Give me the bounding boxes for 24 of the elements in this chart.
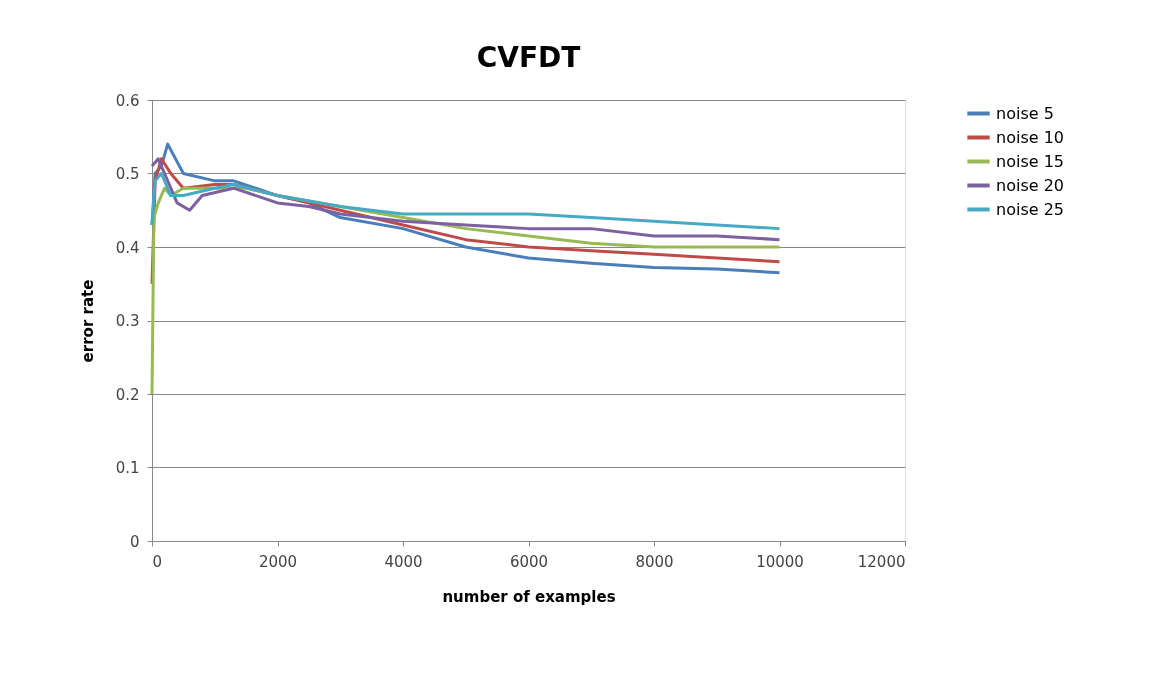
y-axis-title: error rate — [78, 279, 97, 363]
legend-label: noise 20 — [996, 175, 1064, 195]
line-series — [150, 172, 781, 231]
x-tick-label: 0 — [152, 552, 163, 571]
y-tick-label: 0.5 — [115, 165, 140, 183]
legend-label: noise 15 — [996, 151, 1064, 171]
x-tick-label: 4000 — [384, 552, 423, 571]
legend-label: noise 10 — [996, 127, 1064, 147]
chart-title: CVFDT — [476, 41, 581, 74]
y-tick-label: 0.3 — [115, 312, 140, 330]
legend-label: noise 25 — [996, 199, 1064, 219]
y-tick-label: 0.4 — [115, 238, 140, 257]
x-tick-label: 12000 — [857, 552, 906, 571]
legend-label: noise 5 — [996, 103, 1054, 123]
y-tick-label: 0.1 — [115, 459, 140, 477]
y-tick-label: 0.6 — [115, 91, 140, 110]
y-tick-label: 0 — [129, 532, 140, 551]
x-tick-label: 10000 — [756, 552, 804, 571]
x-tick-label: 8000 — [635, 552, 674, 571]
x-axis-title: number of examples — [442, 587, 616, 606]
x-tick-label: 6000 — [509, 552, 549, 571]
x-tick-label: 2000 — [258, 552, 298, 571]
y-tick-label: 0.2 — [115, 385, 140, 404]
line-series — [150, 157, 781, 242]
